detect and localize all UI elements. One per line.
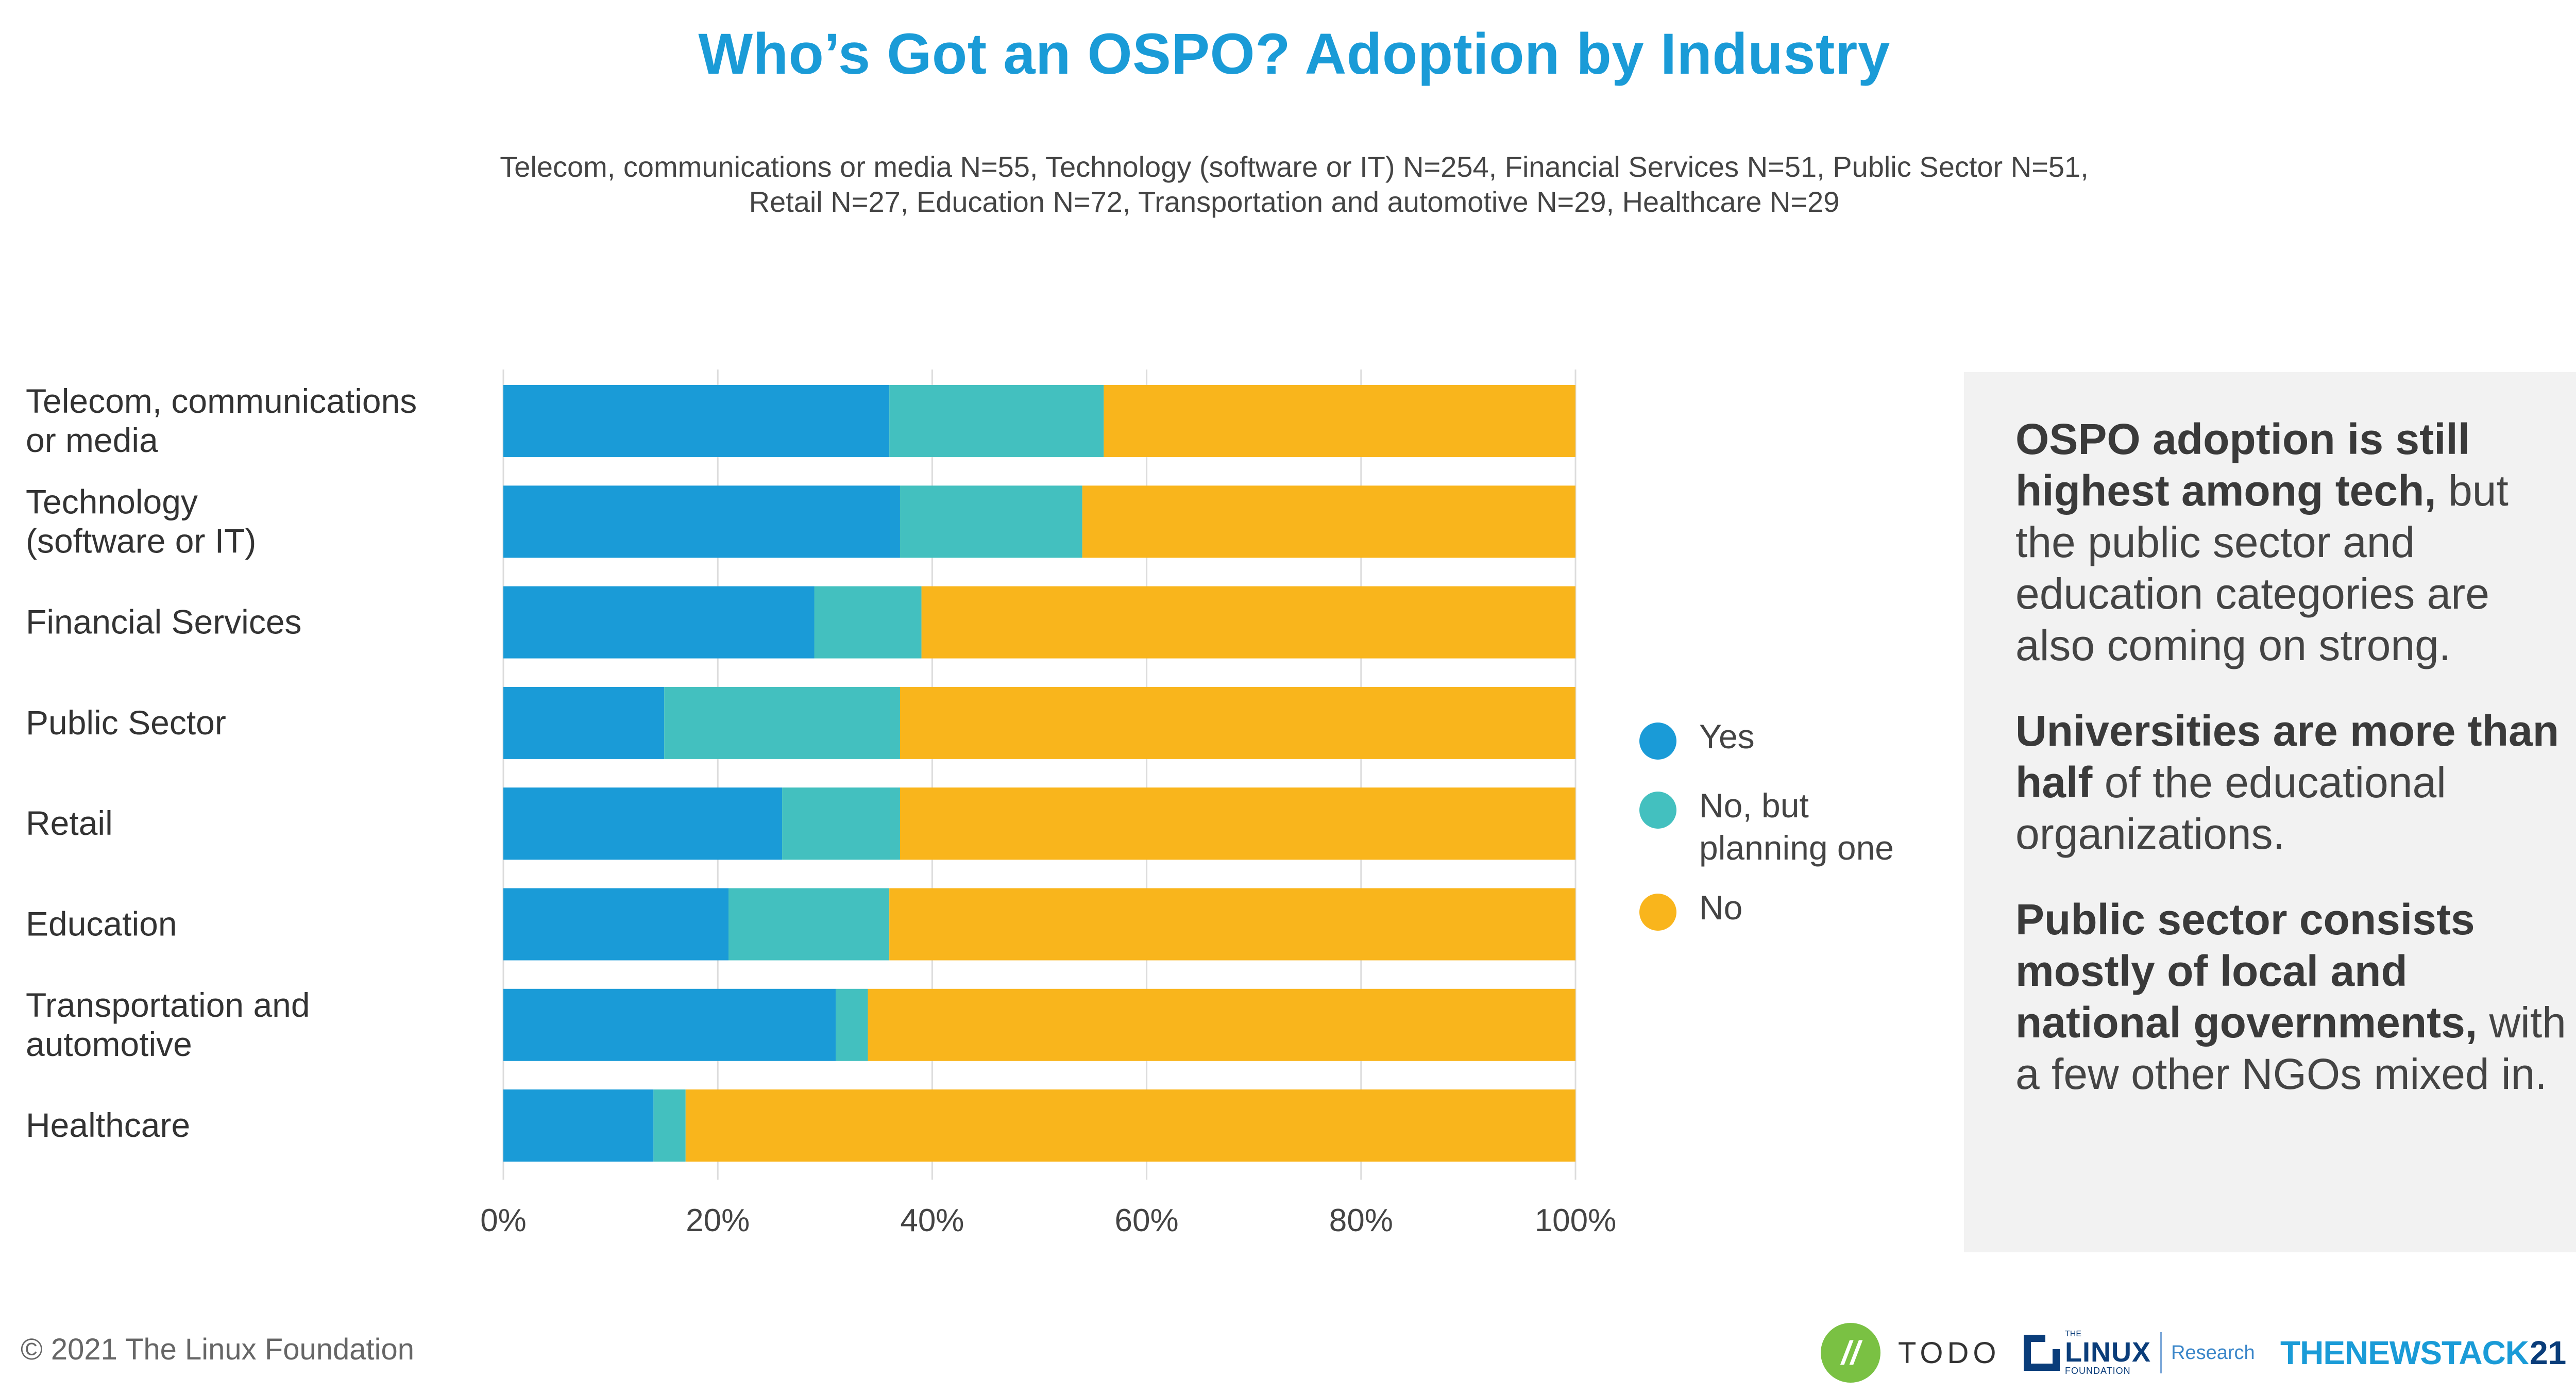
insight-3-rest: with a few other NGOs mixed in. — [2015, 998, 2566, 1098]
bar-segment-no-but-planning-one — [900, 485, 1082, 558]
legend-label: Yes — [1699, 717, 1755, 755]
insight-1-rest: but the public sector and education cate… — [2015, 466, 2509, 669]
bar-segment-yes — [503, 888, 729, 961]
bar-segment-no-but-planning-one — [664, 686, 900, 759]
bar-segment-no — [685, 1089, 1575, 1162]
insight-2-bold: Universities are more than half — [2015, 707, 2560, 807]
insight-2: Universities are more than half of the e… — [2015, 705, 2576, 860]
bar-segment-yes — [503, 1089, 654, 1162]
legend-swatch-icon — [1639, 723, 1676, 760]
legend-label: planning one — [1699, 829, 1894, 867]
bar-segment-yes — [503, 686, 665, 759]
category-label: Public Sector — [26, 703, 226, 742]
the-new-stack-logo: THENEWSTACK — [2280, 1334, 2529, 1371]
subtitle-line-2: Retail N=27, Education N=72, Transportat… — [749, 186, 1840, 218]
category-label: or media — [26, 421, 158, 459]
bar-segment-no — [889, 888, 1575, 961]
page-number: 21 — [2530, 1334, 2567, 1371]
linux-foundation-logo: THE LINUX FOUNDATION Research — [2024, 1324, 2255, 1381]
bar-segment-no — [921, 586, 1575, 659]
bar-segment-no — [1104, 385, 1575, 457]
legend-label: No, but — [1699, 786, 1809, 825]
bar-segment-no — [868, 988, 1575, 1061]
lf-wordmark: THE LINUX FOUNDATION — [2065, 1330, 2151, 1376]
bar-segment-yes — [503, 988, 836, 1061]
bar-segment-no-but-planning-one — [728, 888, 890, 961]
bar-segment-no-but-planning-one — [814, 586, 922, 659]
x-tick-label: 80% — [1329, 1203, 1393, 1238]
x-tick-label: 60% — [1115, 1203, 1179, 1238]
legend-label: No — [1699, 888, 1742, 927]
insight-3: Public sector consists mostly of local a… — [2015, 894, 2576, 1100]
bar-segment-yes — [503, 787, 783, 860]
category-label: automotive — [26, 1025, 192, 1063]
category-label: Transportation and — [26, 986, 310, 1024]
insight-1-bold: OSPO adoption is still highest among tec… — [2015, 415, 2470, 515]
legend-swatch-icon — [1639, 792, 1676, 829]
copyright: © 2021 The Linux Foundation — [21, 1333, 414, 1366]
x-tick-label: 100% — [1535, 1203, 1617, 1238]
subtitle-line-1: Telecom, communications or media N=55, T… — [500, 150, 2089, 183]
todo-logo: // TODO — [1821, 1322, 2001, 1384]
bar-segment-no-but-planning-one — [889, 385, 1104, 457]
bar-segment-no — [900, 686, 1575, 759]
bar-segment-no-but-planning-one — [653, 1089, 686, 1162]
x-tick-label: 0% — [480, 1203, 527, 1238]
category-label: Technology — [26, 482, 198, 520]
bar-segment-no — [900, 787, 1575, 860]
bar-segment-yes — [503, 586, 815, 659]
category-label: Retail — [26, 804, 113, 842]
bar-segment-no-but-planning-one — [836, 988, 868, 1061]
category-label: Telecom, communications — [26, 382, 417, 420]
linux-foundation-box-icon — [2024, 1335, 2060, 1371]
insight-2-rest: of the educational organizations. — [2015, 758, 2446, 858]
lf-foundation: FOUNDATION — [2065, 1366, 2131, 1376]
insight-panel: OSPO adoption is still highest among tec… — [1964, 372, 2576, 1252]
lf-linux: LINUX — [2065, 1337, 2151, 1368]
todo-mark-icon: // — [1821, 1323, 1880, 1383]
category-label: (software or IT) — [26, 522, 256, 560]
lf-research: Research — [2171, 1341, 2255, 1364]
insight-1: OSPO adoption is still highest among tec… — [2015, 413, 2576, 671]
insight-text: OSPO adoption is still highest among tec… — [2015, 413, 2576, 1134]
bar-segment-yes — [503, 385, 890, 457]
bar-segment-yes — [503, 485, 900, 558]
todo-label: TODO — [1898, 1336, 2001, 1370]
legend-swatch-icon — [1639, 894, 1676, 931]
x-tick-label: 20% — [686, 1203, 750, 1238]
chart-subtitle: Telecom, communications or media N=55, T… — [0, 149, 2576, 220]
lf-separator — [2160, 1332, 2162, 1373]
category-label: Financial Services — [26, 603, 302, 641]
chart-title: Who’s Got an OSPO? Adoption by Industry — [698, 22, 1890, 86]
bar-segment-no — [1082, 485, 1575, 558]
category-label: Education — [26, 905, 177, 943]
category-label: Healthcare — [26, 1106, 190, 1144]
lf-the: THE — [2065, 1330, 2081, 1338]
bar-segment-no-but-planning-one — [782, 787, 900, 860]
x-tick-label: 40% — [900, 1203, 964, 1238]
insight-3-bold: Public sector consists mostly of local a… — [2015, 895, 2478, 1047]
stacked-bar-chart: 0% 20% 40% 60% 80% 100% Telecom, communication… — [26, 370, 1894, 1238]
